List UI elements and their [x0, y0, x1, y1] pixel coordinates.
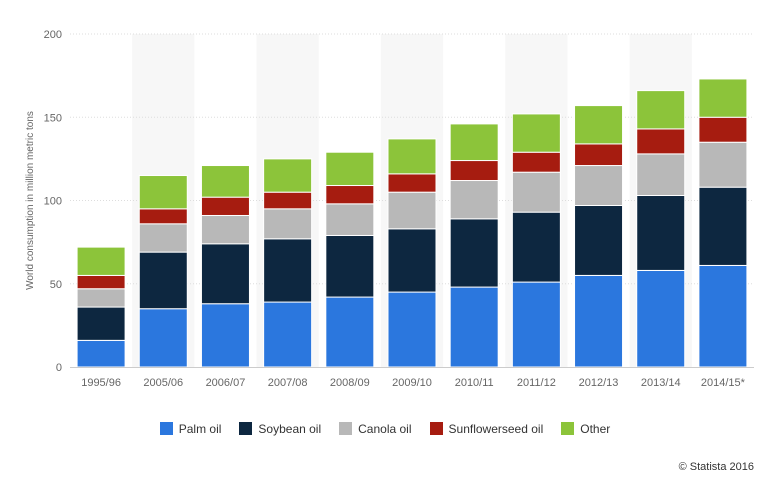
- bar-segment[interactable]: [138, 251, 188, 310]
- legend-item[interactable]: Other: [561, 421, 611, 436]
- x-tick-label: 2009/10: [392, 377, 432, 389]
- bar-segment[interactable]: [200, 243, 250, 305]
- legend-item[interactable]: Sunflowerseed oil: [429, 421, 544, 436]
- bar-segment[interactable]: [574, 105, 624, 145]
- bar-segment[interactable]: [574, 165, 624, 206]
- bar-segment[interactable]: [200, 303, 250, 368]
- y-tick-label: 0: [56, 362, 62, 374]
- bar-segment[interactable]: [325, 203, 375, 236]
- bar-segment[interactable]: [511, 281, 561, 368]
- bar-segment[interactable]: [698, 186, 748, 266]
- bar-segment[interactable]: [387, 138, 437, 175]
- legend-swatch: [159, 421, 173, 435]
- bar-segment[interactable]: [325, 296, 375, 368]
- bar-segment[interactable]: [325, 185, 375, 205]
- stacked-bars: [76, 78, 748, 368]
- x-tick-label: 2010/11: [455, 377, 494, 389]
- bar-segment[interactable]: [636, 269, 686, 368]
- legend-swatch: [429, 421, 443, 435]
- bar-segment[interactable]: [387, 291, 437, 368]
- bar-segment[interactable]: [511, 171, 561, 213]
- x-tick-label: 2011/12: [517, 377, 556, 389]
- bar-segment[interactable]: [449, 160, 499, 182]
- bar-segment[interactable]: [76, 306, 126, 341]
- bar-segment[interactable]: [200, 165, 250, 198]
- bar-segment[interactable]: [449, 180, 499, 220]
- x-tick-label: 2008/09: [330, 377, 370, 389]
- legend-label: Palm oil: [178, 421, 222, 436]
- legend-swatch: [561, 421, 575, 435]
- bar-segment[interactable]: [138, 308, 188, 368]
- y-axis-label: World consumption in million metric tons: [25, 111, 36, 290]
- x-tick-label: 2005/06: [143, 377, 183, 389]
- x-tick-label: 2007/08: [268, 377, 308, 389]
- bar-segment[interactable]: [263, 208, 313, 240]
- bar-segment[interactable]: [449, 286, 499, 368]
- bar-segment[interactable]: [698, 141, 748, 188]
- bar-segment[interactable]: [511, 151, 561, 173]
- bar-segment[interactable]: [636, 128, 686, 155]
- statista-credit[interactable]: © Statista 2016: [678, 461, 754, 473]
- bar-segment[interactable]: [387, 191, 437, 230]
- bar-segment[interactable]: [387, 173, 437, 193]
- bar-segment[interactable]: [138, 208, 188, 225]
- x-tick-label: 2006/07: [206, 377, 246, 389]
- bar-segment[interactable]: [574, 143, 624, 167]
- legend-label: Soybean oil: [258, 421, 322, 436]
- bar-segment[interactable]: [698, 116, 748, 143]
- x-tick-label: 2012/13: [579, 377, 619, 389]
- bar-segment[interactable]: [325, 234, 375, 298]
- bar-segment[interactable]: [387, 228, 437, 293]
- bar-segment[interactable]: [200, 196, 250, 216]
- y-tick-label: 150: [44, 112, 62, 124]
- bar-segment[interactable]: [138, 175, 188, 210]
- bar-segment[interactable]: [76, 339, 126, 368]
- legend: Palm oil Soybean oil Canola oil Sunflowerse…: [0, 421, 770, 436]
- y-tick-label: 100: [44, 196, 62, 208]
- bar-segment[interactable]: [76, 288, 126, 308]
- bar-segment[interactable]: [511, 113, 561, 153]
- x-tick-labels: 1995/96 2005/06 2006/07 2007/08 2008/09 2009/…: [81, 377, 745, 389]
- bar-segment[interactable]: [449, 218, 499, 288]
- bar-segment[interactable]: [636, 195, 686, 271]
- x-tick-label: 1995/96: [81, 377, 121, 389]
- y-tick-labels: 0 50 100 150 200: [44, 29, 62, 374]
- bar-segment[interactable]: [449, 123, 499, 162]
- bar-segment[interactable]: [263, 158, 313, 193]
- bar-segment[interactable]: [138, 223, 188, 253]
- bar-segment[interactable]: [263, 238, 313, 303]
- x-tick-label: 2014/15*: [701, 377, 746, 389]
- bar-segment[interactable]: [76, 246, 126, 276]
- bar-segment[interactable]: [574, 274, 624, 368]
- legend-item[interactable]: Canola oil: [339, 421, 412, 436]
- bar-segment[interactable]: [511, 211, 561, 283]
- x-tick-label: 2013/14: [641, 377, 681, 389]
- bar-segment[interactable]: [263, 301, 313, 368]
- bar-segment[interactable]: [263, 191, 313, 210]
- legend-item[interactable]: Palm oil: [159, 421, 222, 436]
- bar-segment[interactable]: [76, 274, 126, 290]
- legend-label: Other: [580, 421, 611, 436]
- bar-segment[interactable]: [698, 264, 748, 368]
- legend-label: Sunflowerseed oil: [448, 421, 544, 436]
- y-tick-label: 50: [50, 279, 62, 291]
- legend-label: Canola oil: [358, 421, 412, 436]
- bar-segment[interactable]: [325, 151, 375, 187]
- bar-segment[interactable]: [698, 78, 748, 118]
- legend-swatch: [239, 421, 253, 435]
- y-tick-label: 200: [44, 29, 62, 41]
- bar-segment[interactable]: [574, 204, 624, 276]
- bar-segment[interactable]: [636, 153, 686, 197]
- legend-item[interactable]: Soybean oil: [239, 421, 322, 436]
- bar-segment[interactable]: [636, 90, 686, 130]
- legend-swatch: [339, 421, 353, 435]
- bar-segment[interactable]: [200, 214, 250, 245]
